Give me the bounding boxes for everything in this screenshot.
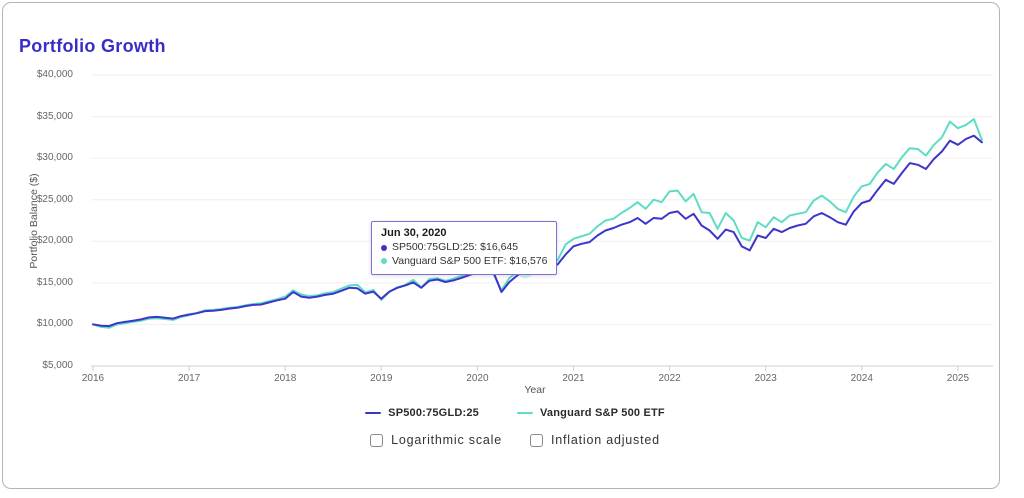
chart-controls: Logarithmic scale Inflation adjusted: [3, 433, 1024, 447]
series-0-dot-icon: [381, 244, 387, 251]
tooltip-row: SP500:75GLD:25: $16,645: [381, 241, 547, 255]
tooltip-date: Jun 30, 2020: [381, 227, 447, 239]
series-1-line-icon: [517, 411, 533, 415]
legend-label: SP500:75GLD:25: [388, 407, 479, 419]
legend-item-vanguard-sp500-etf[interactable]: Vanguard S&P 500 ETF: [517, 407, 665, 419]
tooltip-row-text: SP500:75GLD:25: $16,645: [392, 241, 519, 253]
logarithmic-scale-control: Logarithmic scale: [370, 433, 502, 447]
series-1-dot-icon: [381, 258, 387, 265]
portfolio-growth-card: Portfolio Growth Portfolio Balance ($) Y…: [2, 2, 1000, 489]
legend-item-sp500-75gld-25[interactable]: SP500:75GLD:25: [365, 407, 479, 419]
chart-legend: SP500:75GLD:25 Vanguard S&P 500 ETF: [3, 407, 1024, 419]
logarithmic-scale-label: Logarithmic scale: [391, 433, 502, 447]
legend-label: Vanguard S&P 500 ETF: [540, 407, 665, 419]
inflation-adjusted-checkbox[interactable]: [529, 433, 543, 447]
chart-tooltip: Jun 30, 2020 SP500:75GLD:25: $16,645 Van…: [371, 221, 558, 275]
tooltip-row: Vanguard S&P 500 ETF: $16,576: [381, 255, 547, 269]
series-0-line-icon: [365, 411, 382, 415]
logarithmic-scale-checkbox[interactable]: [370, 433, 384, 447]
inflation-adjusted-control: Inflation adjusted: [529, 433, 660, 447]
inflation-adjusted-label: Inflation adjusted: [550, 433, 660, 447]
page-title: Portfolio Growth: [19, 36, 166, 56]
tooltip-row-text: Vanguard S&P 500 ETF: $16,576: [392, 254, 548, 267]
